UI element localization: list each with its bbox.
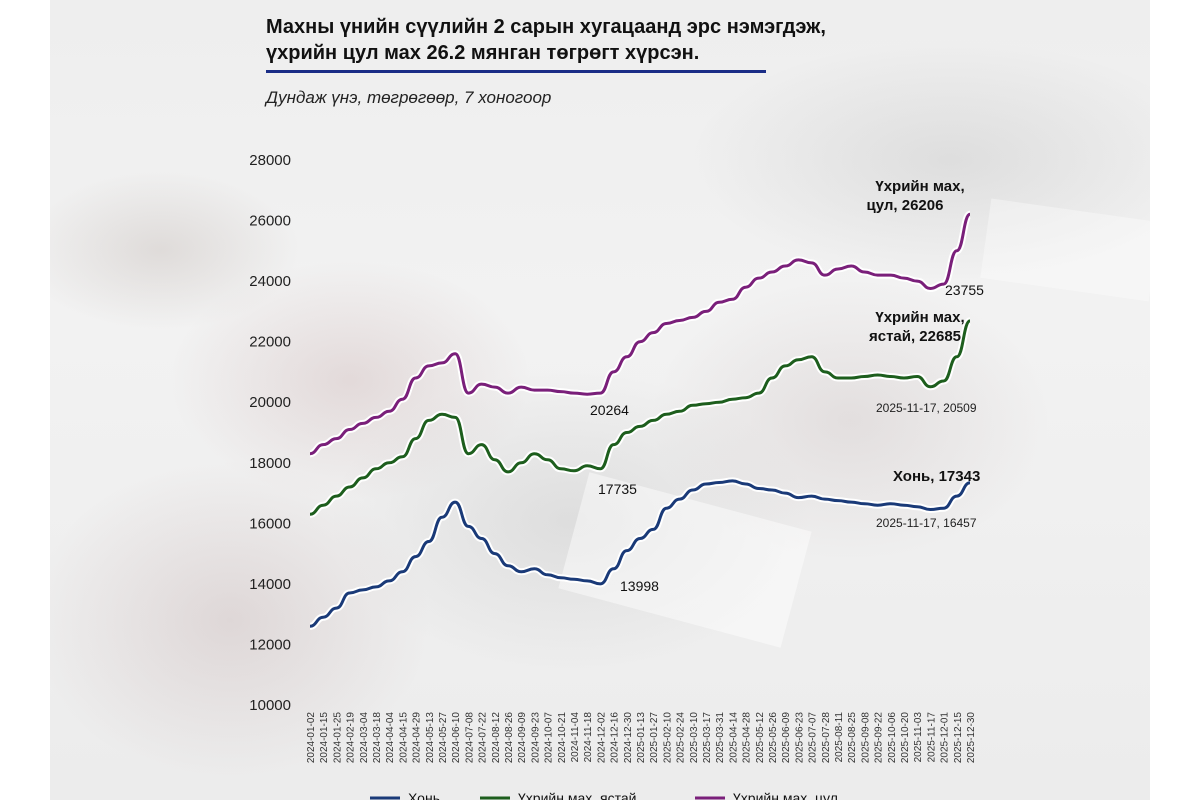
annotations: Үхрийн мах, цул, 26206 23755 Үхрийн мах,…: [590, 178, 984, 594]
y-tick-label: 22000: [249, 334, 291, 351]
x-tick-label: 2025-05-12: [755, 712, 766, 764]
y-tick-label: 10000: [249, 697, 291, 714]
x-tick-label: 2024-04-29: [412, 712, 423, 764]
chart-title: Махны үнийн сүүлийн 2 сарын хугацаанд эр…: [266, 16, 826, 64]
x-tick-label: 2025-10-06: [887, 712, 898, 764]
x-tick-label: 2025-04-14: [728, 712, 739, 764]
legend-label: Үхрийн мах, ястай: [518, 790, 636, 800]
y-tick-label: 12000: [249, 636, 291, 653]
x-tick-label: 2024-05-27: [438, 712, 449, 764]
x-tick-label: 2024-02-19: [346, 712, 357, 764]
x-tick-label: 2024-09-09: [517, 712, 528, 764]
annotation-tsul-min: 23755: [945, 282, 984, 298]
x-tick-label: 2025-03-10: [689, 712, 700, 764]
y-tick-label: 24000: [249, 273, 291, 290]
series-line-1: [309, 319, 971, 516]
y-tick-label: 26000: [249, 213, 291, 230]
legend-item-1: Үхрийн мах, ястай: [480, 790, 636, 800]
y-tick-label: 14000: [249, 576, 291, 593]
background-photo: [50, 0, 1150, 800]
x-tick-label: 2025-11-17: [926, 712, 937, 763]
x-tick-label: 2024-04-04: [385, 712, 396, 764]
x-tick-label: 2024-09-23: [530, 712, 541, 764]
x-tick-label: 2025-12-15: [953, 712, 964, 764]
x-tick-label: 2025-01-27: [649, 712, 660, 764]
legend-label: Үхрийн мах, цул: [733, 790, 838, 800]
x-tick-label: 2024-05-13: [425, 712, 436, 764]
x-tick-label: 2024-07-22: [478, 712, 489, 764]
x-tick-label: 2025-02-24: [676, 712, 687, 764]
y-tick-label: 18000: [249, 455, 291, 472]
x-tick-label: 2025-04-28: [742, 712, 753, 764]
x-tick-label: 2024-07-08: [464, 712, 475, 764]
y-axis-ticks: 28000 26000 24000 22000 20000 18000 16000 14000…: [249, 152, 291, 714]
x-tick-label: 2024-12-16: [610, 712, 621, 764]
x-tick-label: 2025-08-11: [834, 712, 845, 763]
x-tick-label: 2025-03-17: [702, 712, 713, 764]
annotation-yastai-low: 17735: [598, 481, 637, 497]
y-tick-label: 16000: [249, 515, 291, 532]
x-tick-label: 2025-07-07: [808, 712, 819, 764]
x-tick-label: 2024-01-25: [332, 712, 343, 764]
x-tick-label: 2025-12-01: [940, 712, 951, 764]
annotation-yastai-nov: 2025-11-17, 20509: [876, 401, 977, 415]
annotation-tsul-end-1: Үхрийн мах,: [875, 178, 964, 195]
x-tick-label: 2024-03-04: [359, 712, 370, 764]
series-line-0: [309, 479, 971, 628]
x-tick-label: 2025-10-20: [900, 712, 911, 764]
x-tick-label: 2025-06-23: [794, 712, 805, 764]
x-tick-label: 2024-06-10: [451, 712, 462, 764]
chart-subtitle: Дундаж үнэ, төгрөгөөр, 7 хоногоор: [266, 88, 552, 107]
annotation-tsul-end-2: цул, 26206: [867, 197, 944, 214]
annotation-yastai-end-1: Үхрийн мах,: [875, 309, 964, 326]
x-tick-label: 2025-12-30: [966, 712, 977, 764]
x-tick-label: 2024-08-26: [504, 712, 515, 764]
x-tick-label: 2024-10-21: [557, 712, 568, 764]
x-tick-label: 2025-08-25: [847, 712, 858, 764]
legend-label: Хонь: [408, 790, 440, 800]
annotation-yastai-end-2: ястай, 22685: [869, 328, 961, 345]
annotation-khon-nov: 2025-11-17, 16457: [876, 516, 977, 530]
series-lines: [309, 210, 973, 630]
x-tick-label: 2024-01-02: [306, 712, 317, 764]
legend-item-0: Хонь: [370, 790, 440, 800]
x-tick-label: 2025-01-13: [636, 712, 647, 764]
x-axis-ticks: 2024-01-02 2024-01-15 2024-01-25 2024-02-19…: [306, 712, 977, 764]
x-tick-label: 2025-05-26: [768, 712, 779, 764]
y-tick-label: 28000: [249, 152, 291, 169]
legend: Хонь Үхрийн мах, ястай Үхрийн мах, цул: [370, 790, 838, 800]
legend-item-2: Үхрийн мах, цул: [695, 790, 838, 800]
x-tick-label: 2024-03-18: [372, 712, 383, 764]
series-line-2: [309, 212, 971, 456]
annotation-khon-low: 13998: [620, 578, 659, 594]
x-tick-label: 2025-06-09: [781, 712, 792, 764]
x-tick-label: 2024-12-30: [623, 712, 634, 764]
x-tick-label: 2024-08-12: [491, 712, 502, 764]
x-tick-label: 2025-07-28: [821, 712, 832, 764]
series-line-halo: [309, 477, 971, 630]
series-line-halo: [309, 317, 973, 518]
x-tick-label: 2025-03-31: [715, 712, 726, 764]
y-tick-label: 20000: [249, 394, 291, 411]
x-tick-label: 2024-01-15: [319, 712, 330, 764]
x-tick-label: 2024-12-02: [596, 712, 607, 764]
x-tick-label: 2025-09-08: [860, 712, 871, 764]
annotation-tsul-low: 20264: [590, 402, 629, 418]
x-tick-label: 2025-11-03: [913, 712, 924, 763]
x-tick-label: 2024-11-18: [583, 712, 594, 763]
title-underline: [266, 70, 766, 73]
x-tick-label: 2025-02-10: [662, 712, 673, 764]
x-tick-label: 2024-11-04: [570, 712, 581, 763]
x-tick-label: 2025-09-22: [874, 712, 885, 764]
x-tick-label: 2024-04-15: [398, 712, 409, 764]
annotation-khon-end: Хонь, 17343: [893, 468, 980, 485]
x-tick-label: 2024-10-07: [544, 712, 555, 764]
